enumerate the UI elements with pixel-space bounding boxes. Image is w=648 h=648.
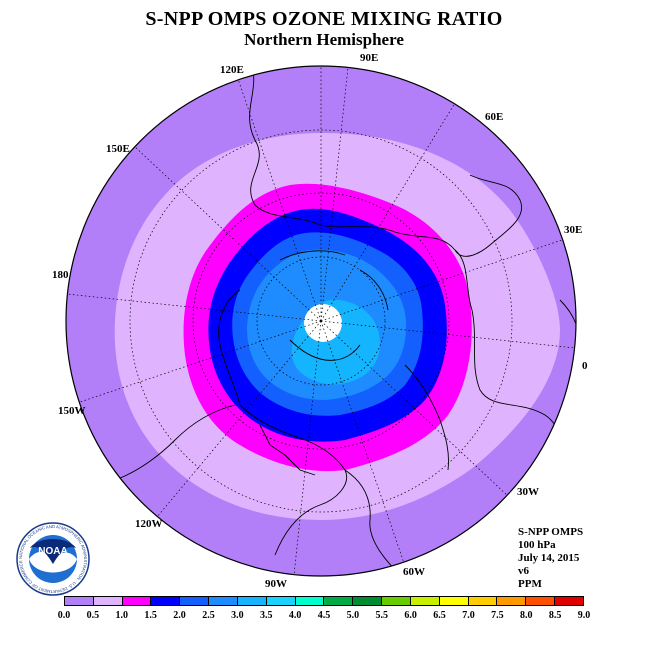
colorbar-tick-label: 1.0 <box>115 610 129 621</box>
lon-label-120e: 120E <box>220 64 244 76</box>
colorbar-segment <box>151 597 181 605</box>
lon-label-30e: 30E <box>564 224 583 236</box>
colorbar-tick-label: 3.0 <box>231 610 244 621</box>
colorbar-segment <box>555 597 583 605</box>
colorbar-segment <box>237 597 267 605</box>
colorbar-tick-label: 5.5 <box>375 610 389 621</box>
colorbar-tick-label: 6.0 <box>404 610 417 621</box>
colorbar-segment <box>295 597 325 605</box>
map-title: S-NPP OMPS OZONE MIXING RATIO <box>145 8 503 30</box>
colorbar-tick-label: 0.0 <box>57 610 71 621</box>
colorbar-segment <box>65 597 94 605</box>
colorbar-tick-label: 1.5 <box>144 610 157 621</box>
colorbar-tick-label: 4.5 <box>317 610 331 621</box>
info-date: July 14, 2015 <box>518 552 580 564</box>
colorbar-segment <box>353 597 383 605</box>
colorbar-tick-label: 2.5 <box>202 610 215 621</box>
lon-label-180: 180 <box>52 269 69 281</box>
colorbar-tick-label: 5.0 <box>346 610 360 621</box>
lon-label-120w: 120W <box>135 518 163 530</box>
colorbar-segment <box>180 597 210 605</box>
lon-label-90e: 90E <box>360 52 379 64</box>
colorbar-ticks: 0.0 0.5 1.0 1.5 2.0 2.5 3.0 3.5 4.0 4.5 5.0 5.5 6.0 6… <box>58 610 591 624</box>
colorbar-segment <box>324 597 354 605</box>
info-units: PPM <box>518 578 542 590</box>
colorbar-tick-label: 2.0 <box>173 610 186 621</box>
coastlines <box>119 66 576 576</box>
colorbar-segment <box>266 597 296 605</box>
colorbar-segment <box>526 597 556 605</box>
colorbar-tick-label: 9.0 <box>577 610 591 621</box>
info-level: 100 hPa <box>518 539 556 551</box>
lon-label-90w: 90W <box>265 578 287 590</box>
colorbar-tick-label: 8.5 <box>548 610 562 621</box>
colorbar-segment <box>468 597 498 605</box>
colorbar-tick-label: 7.5 <box>491 610 504 621</box>
colorbar-segment <box>209 597 238 605</box>
lon-label-150w: 150W <box>58 405 86 417</box>
lon-label-60e: 60E <box>485 111 504 123</box>
lon-label-60w: 60W <box>403 566 425 578</box>
graticule <box>66 66 576 576</box>
colorbar-tick-label: 3.5 <box>259 610 273 621</box>
colorbar-segment <box>497 597 527 605</box>
colorbar-segment <box>410 597 440 605</box>
colorbar <box>64 596 584 606</box>
product-info: S-NPP OMPS 100 hPa July 14, 2015 v6 PPM <box>518 526 583 591</box>
colorbar-tick-label: 0.5 <box>86 610 100 621</box>
colorbar-segment <box>439 597 469 605</box>
info-instrument: S-NPP OMPS <box>518 526 584 538</box>
lon-label-30w: 30W <box>517 486 539 498</box>
colorbar-segment <box>93 597 123 605</box>
colorbar-segment <box>382 597 411 605</box>
colorbar-tick-label: 7.0 <box>462 610 475 621</box>
noaa-logo: NATIONAL OCEANIC AND ATMOSPHERIC ADMINIS… <box>16 522 90 596</box>
lon-label-0: 0 <box>582 360 588 372</box>
colorbar-tick-label: 8.0 <box>519 610 533 621</box>
info-version: v6 <box>518 565 529 577</box>
lon-label-150e: 150E <box>106 143 130 155</box>
map-subtitle: Northern Hemisphere <box>244 30 404 49</box>
colorbar-tick-label: 4.0 <box>288 610 302 621</box>
colorbar-segment <box>122 597 152 605</box>
logo-text: NOAA <box>38 546 67 557</box>
colorbar-tick-label: 6.5 <box>433 610 446 621</box>
pole-no-data <box>304 304 342 342</box>
